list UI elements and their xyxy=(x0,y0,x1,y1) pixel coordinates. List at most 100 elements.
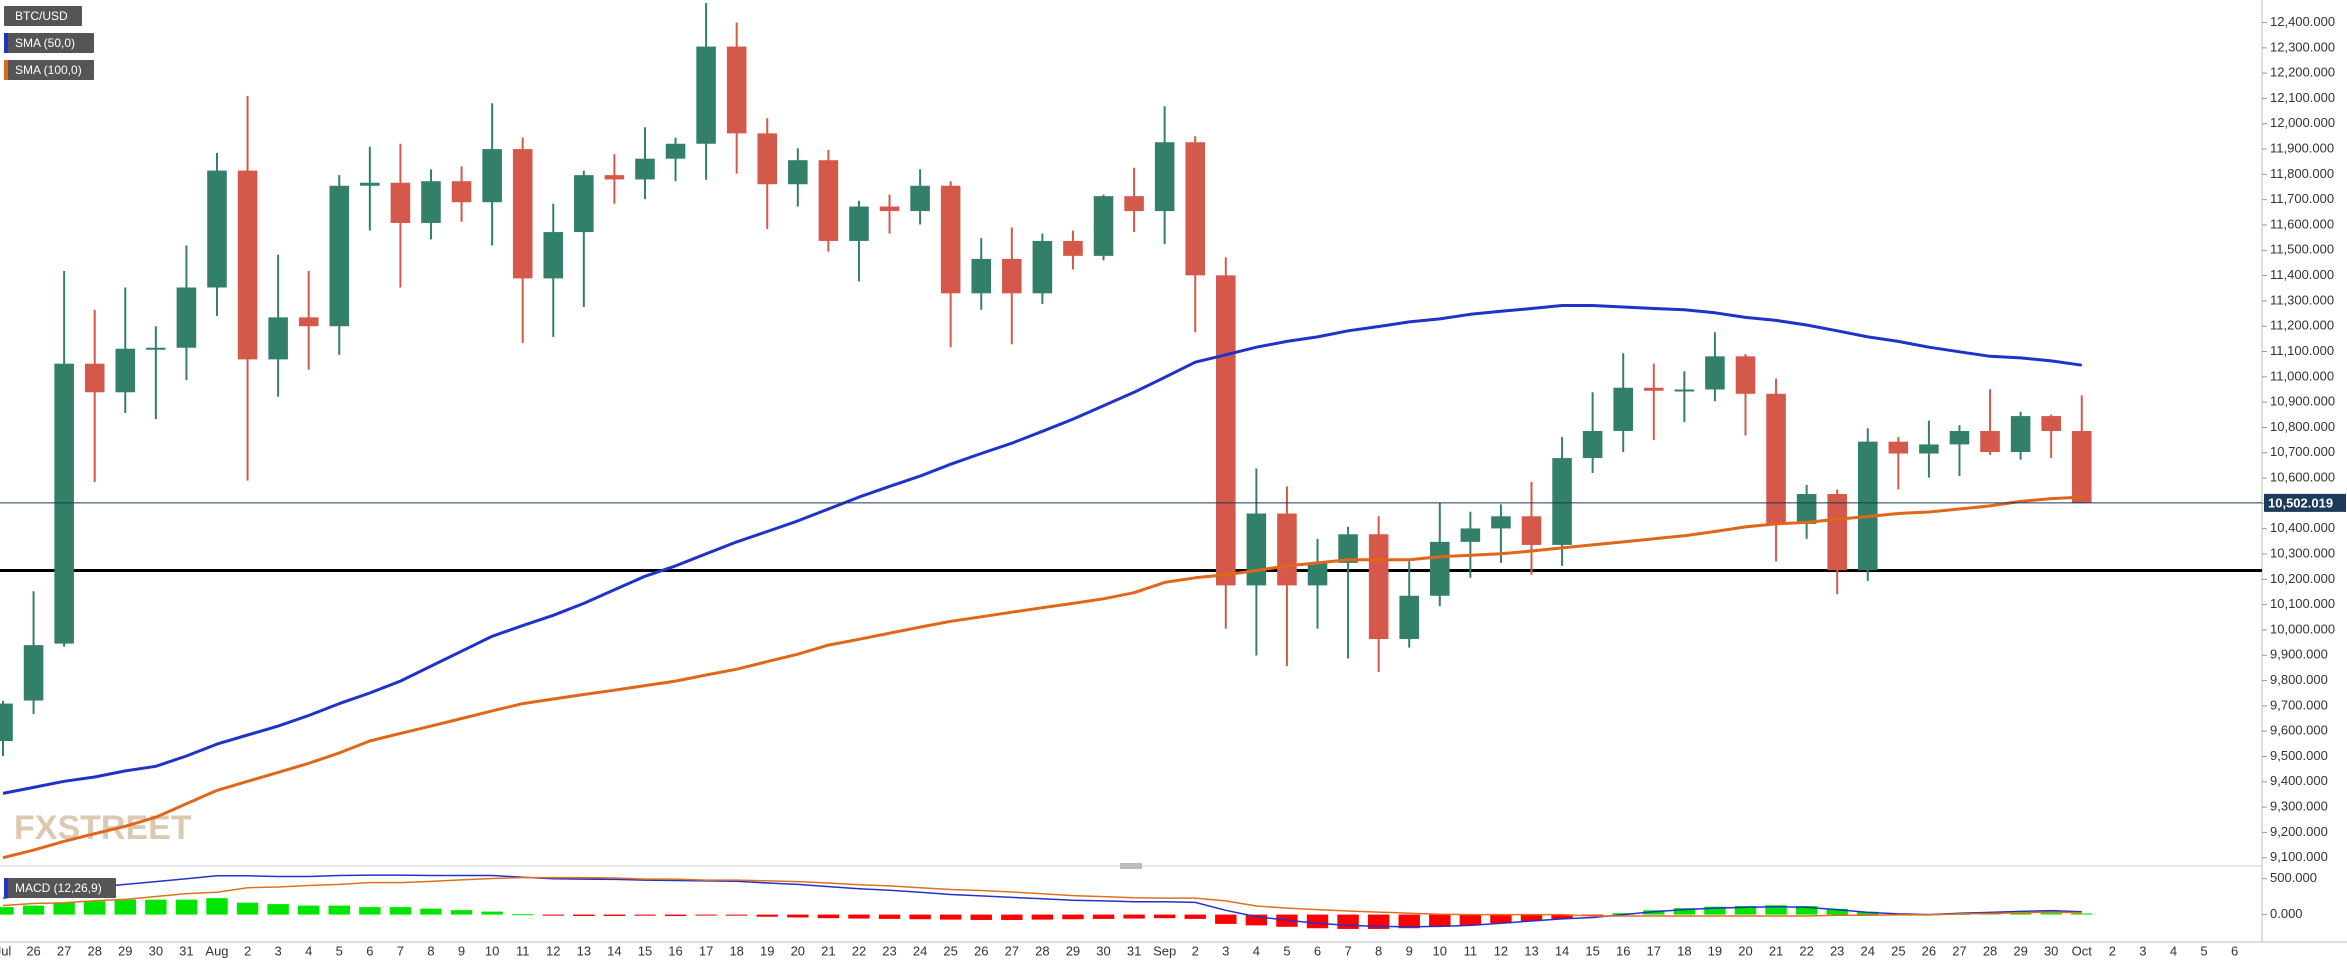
macd-histogram-bar xyxy=(2040,913,2062,915)
x-tick-label: 15 xyxy=(1585,943,1599,958)
candle-body xyxy=(1766,393,1786,524)
candle-body xyxy=(1674,389,1695,392)
candle-body xyxy=(1338,534,1358,563)
y-tick-label: 9,400.000 xyxy=(2270,773,2328,788)
y-tick-label: 9,100.000 xyxy=(2270,849,2328,864)
x-tick-label: Oct xyxy=(2072,943,2093,958)
y-tick-label: 11,600.000 xyxy=(2270,216,2334,231)
macd-histogram-bar xyxy=(481,911,503,915)
candle-body xyxy=(1980,431,2000,453)
sma-line xyxy=(2,495,2082,860)
x-tick-label: 29 xyxy=(118,943,132,958)
macd-histogram-bar xyxy=(970,914,992,920)
x-tick-label: 18 xyxy=(1677,943,1691,958)
y-tick-label: 10,900.000 xyxy=(2270,394,2335,409)
candle-body xyxy=(696,46,716,144)
x-tick-label: 28 xyxy=(87,943,101,958)
x-tick-label: 13 xyxy=(1524,943,1538,958)
legend-swatch xyxy=(4,878,8,898)
y-tick-label: 0.000 xyxy=(2270,906,2303,921)
macd-histogram-bar xyxy=(1520,914,1543,922)
x-tick-label: 19 xyxy=(1708,943,1722,958)
x-tick-label: 30 xyxy=(1096,943,1110,958)
x-tick-label: 27 xyxy=(1005,943,1019,958)
legend-label: SMA (100,0) xyxy=(15,63,82,77)
x-tick-label: 2 xyxy=(1192,943,1199,958)
x-tick-label: 6 xyxy=(2231,943,2238,958)
macd-histogram-bar xyxy=(206,898,228,915)
candle-body xyxy=(1216,275,1236,586)
candle-body xyxy=(390,182,411,223)
candle-body xyxy=(451,181,472,203)
legend-box xyxy=(4,6,82,26)
x-tick-label: 25 xyxy=(943,943,957,958)
candle-body xyxy=(329,185,350,327)
candle-body xyxy=(604,175,625,180)
candle-body xyxy=(910,185,930,212)
macd-histogram-bar xyxy=(1153,914,1176,919)
macd-histogram-bar xyxy=(328,905,350,915)
candle-body xyxy=(1154,142,1175,212)
candle-body xyxy=(23,645,44,701)
sma-line xyxy=(2,304,2083,795)
candle-body xyxy=(971,258,992,294)
macd-histogram-bar xyxy=(1092,914,1115,919)
candle-body xyxy=(176,287,197,348)
x-tick-label: 23 xyxy=(1830,943,1844,958)
x-tick-label: 9 xyxy=(1406,943,1413,958)
last-price-box xyxy=(2264,493,2346,512)
macd-histogram-bar xyxy=(1429,914,1451,927)
x-tick-label: 11 xyxy=(1464,943,1478,958)
macd-histogram-bar xyxy=(298,905,320,915)
x-tick-label: 2 xyxy=(244,943,251,958)
candle-body xyxy=(635,158,655,180)
y-tick-label: 9,600.000 xyxy=(2270,723,2328,738)
macd-histogram-bar xyxy=(909,914,931,920)
x-tick-label: 5 xyxy=(1283,943,1290,958)
macd-histogram-bar xyxy=(1245,914,1268,926)
candle-body xyxy=(574,175,594,233)
macd-histogram-bar xyxy=(1857,911,1879,915)
candle-body xyxy=(360,182,380,186)
x-tick-label: 27 xyxy=(57,943,71,958)
macd-histogram-bar xyxy=(878,914,901,919)
x-tick-label: 17 xyxy=(1647,943,1661,958)
x-tick-label: 18 xyxy=(729,943,743,958)
candle-body xyxy=(1521,516,1542,545)
candle-body xyxy=(2010,416,2031,453)
y-tick-label: 10,100.000 xyxy=(2270,596,2335,611)
x-tick-label: 3 xyxy=(2139,943,2146,958)
candle-body xyxy=(1888,441,1909,454)
macd-histogram-bar xyxy=(664,914,687,917)
macd-histogram-bar xyxy=(22,905,45,915)
candle-body xyxy=(1185,142,1206,276)
x-tick-label: 28 xyxy=(1983,943,1997,958)
macd-histogram-bar xyxy=(1704,906,1726,915)
x-tick-label: 20 xyxy=(1738,943,1752,958)
macd-histogram-bar xyxy=(511,914,534,916)
x-tick-label: 5 xyxy=(336,943,343,958)
legend-swatch xyxy=(4,60,8,80)
macd-histogram-bar xyxy=(1306,914,1329,929)
x-tick-label: 23 xyxy=(882,943,896,958)
legend-label: SMA (50,0) xyxy=(15,36,75,50)
candle-body xyxy=(115,348,136,393)
panel-handle[interactable] xyxy=(1120,863,1142,869)
y-tick-label: 10,800.000 xyxy=(2270,419,2335,434)
x-tick-label: 4 xyxy=(1253,943,1260,958)
macd-histogram-bar xyxy=(725,914,748,916)
macd-histogram-bar xyxy=(787,914,809,918)
x-tick-label: 13 xyxy=(577,943,591,958)
macd-histogram-bar xyxy=(1337,914,1359,929)
x-tick-label: 29 xyxy=(1066,943,1080,958)
x-tick-label: 11 xyxy=(516,943,530,958)
x-tick-label: 7 xyxy=(397,943,404,958)
x-tick-label: 12 xyxy=(1494,943,1508,958)
x-tick-label: 28 xyxy=(1035,943,1049,958)
macd-histogram-bar xyxy=(1673,908,1696,915)
x-tick-label: Sep xyxy=(1153,943,1176,958)
macd-histogram-bar xyxy=(1459,914,1482,926)
macd-histogram-bar xyxy=(389,907,412,915)
y-tick-label: 11,000.000 xyxy=(2270,368,2334,383)
y-tick-label: 10,000.000 xyxy=(2270,621,2335,636)
